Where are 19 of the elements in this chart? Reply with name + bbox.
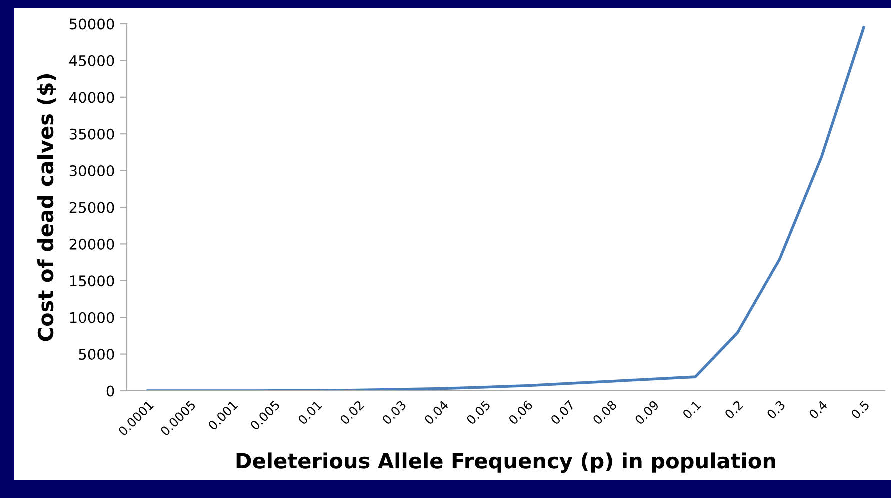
x-tick-label: 0.5 (850, 400, 870, 420)
y-tick-label: 0 (106, 386, 114, 397)
y-tick-label: 15000 (70, 276, 114, 287)
y-tick-label: 10000 (70, 312, 114, 324)
x-tick-label: 0.3 (766, 400, 786, 420)
y-tick-label: 50000 (70, 18, 114, 30)
y-tick-label: 25000 (70, 202, 114, 214)
y-tick-label: 5000 (79, 349, 114, 360)
y-tick-label: 45000 (70, 55, 114, 66)
y-tick-label: 30000 (70, 166, 114, 177)
x-tick-label: 0.4 (808, 400, 828, 420)
x-tick-label: 0.2 (724, 400, 744, 420)
x-axis-title: Deleterious Allele Frequency (p) in population (236, 452, 776, 474)
line-series (146, 26, 866, 391)
y-tick-label: 20000 (70, 238, 114, 250)
y-tick-label: 40000 (70, 92, 114, 104)
y-tick-label: 35000 (70, 128, 114, 140)
x-tick-label: 0.1 (682, 400, 702, 420)
y-axis-title: Cost of dead calves ($) (38, 74, 56, 342)
